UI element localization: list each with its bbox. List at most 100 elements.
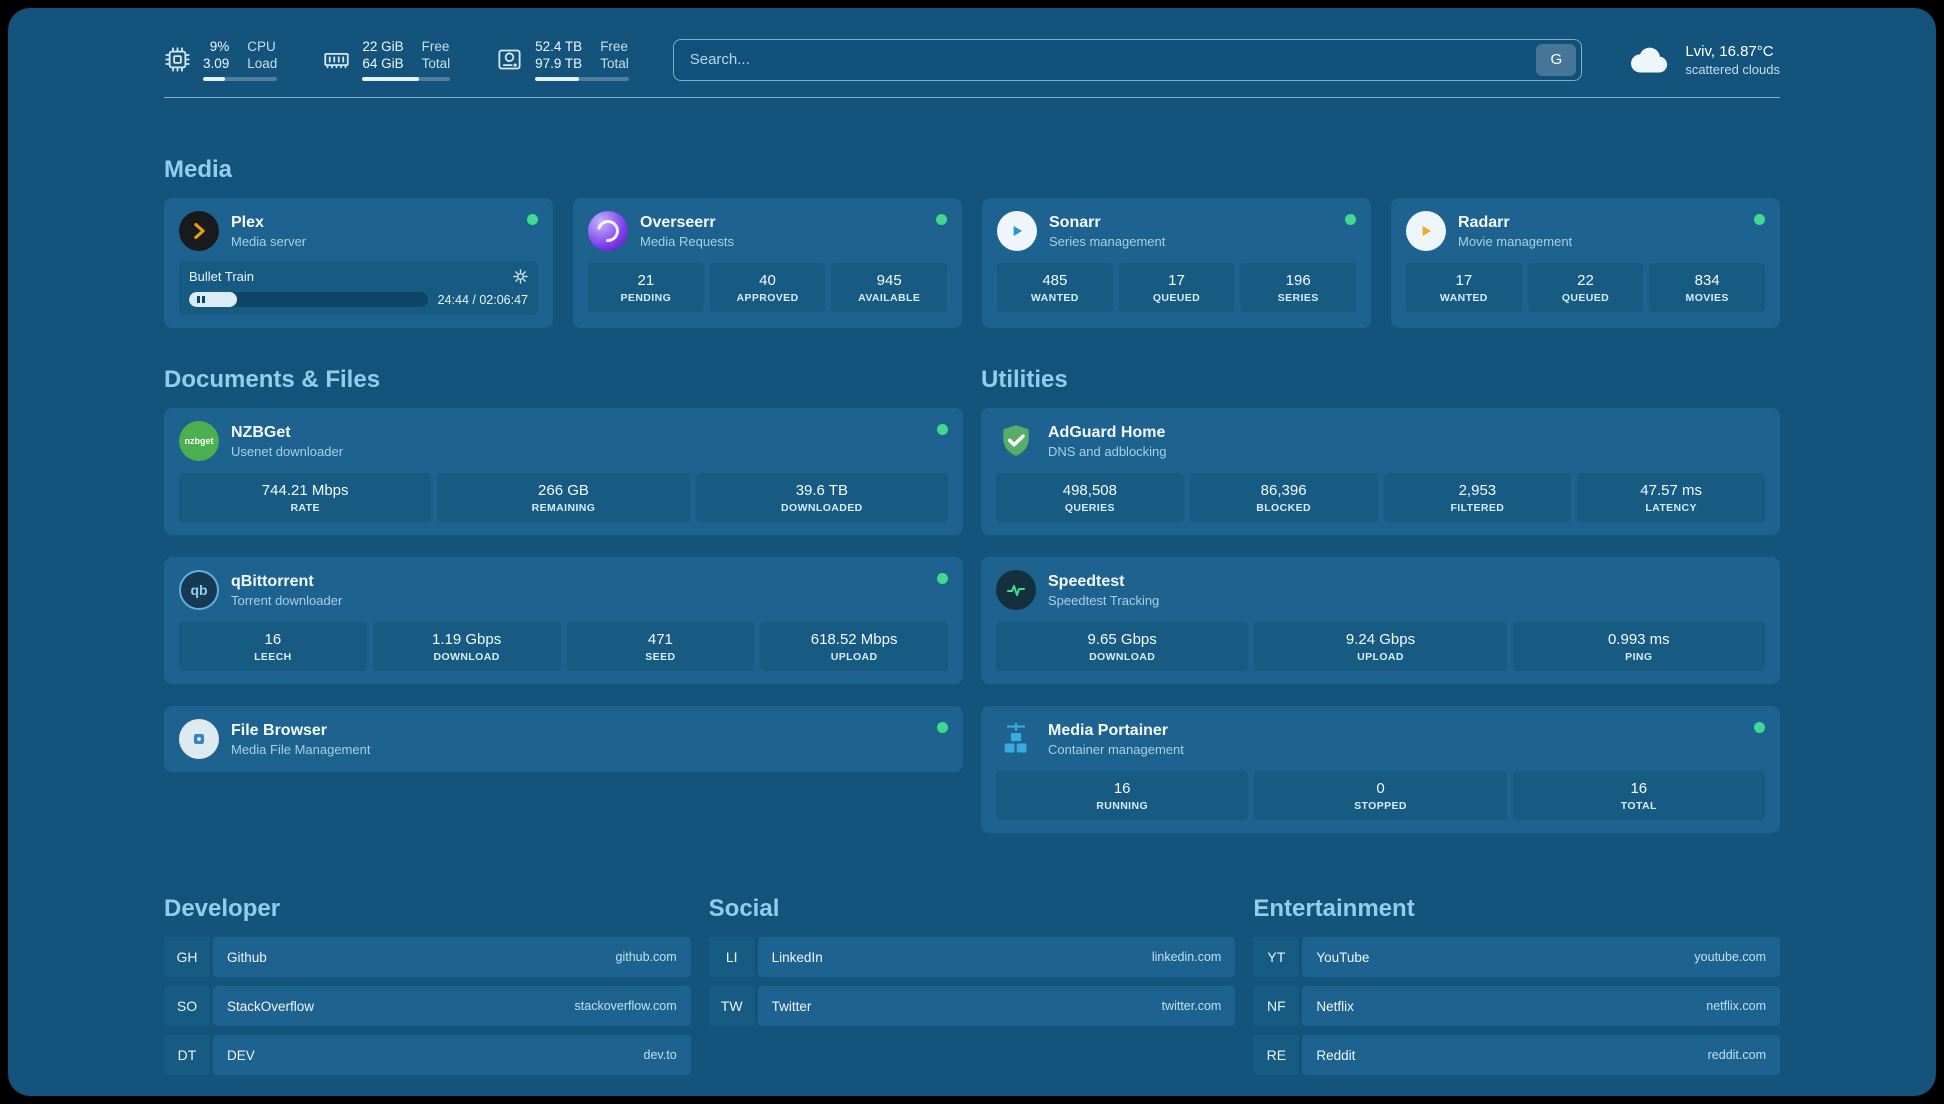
bookmark-abbr: YT — [1253, 937, 1300, 977]
status-dot — [937, 722, 948, 733]
service-title: File Browser — [231, 721, 328, 739]
weather-condition: scattered clouds — [1685, 61, 1780, 77]
service-title: Overseerr — [640, 213, 716, 231]
topbar: 9% 3.09 CPU Load — [164, 8, 1780, 81]
bookmark-url: stackoverflow.com — [574, 999, 677, 1013]
bookmark-reddit[interactable]: RE Reddit reddit.com — [1253, 1035, 1780, 1075]
stat-box: 471 SEED — [566, 622, 755, 671]
bookmark-stackoverflow[interactable]: SO StackOverflow stackoverflow.com — [164, 986, 691, 1026]
stat-box: 2,953 FILTERED — [1383, 473, 1572, 522]
bookmark-name: YouTube — [1316, 949, 1370, 965]
stat-box: 40 APPROVED — [709, 263, 826, 312]
bookmark-url: youtube.com — [1694, 950, 1766, 964]
resource-widgets: 9% 3.09 CPU Load — [164, 38, 629, 81]
service-card-speedtest[interactable]: Speedtest Speedtest Tracking 9.65 Gbps DO… — [981, 557, 1780, 684]
stat-box: 16 TOTAL — [1512, 771, 1765, 820]
service-card-filebrowser[interactable]: File Browser Media File Management — [164, 706, 963, 772]
bookmark-youtube[interactable]: YT YouTube youtube.com — [1253, 937, 1780, 977]
service-subtitle: Media Requests — [640, 233, 734, 249]
stat-box: 196 SERIES — [1240, 263, 1357, 312]
service-card-qbittorrent[interactable]: qb qBittorrent Torrent downloader 16 LEEC… — [164, 557, 963, 684]
bookmark-name: Twitter — [771, 998, 812, 1014]
service-title: NZBGet — [231, 423, 291, 441]
service-title: AdGuard Home — [1048, 423, 1166, 441]
service-card-portainer[interactable]: Media Portainer Container management 16 R… — [981, 706, 1780, 833]
pause-icon[interactable] — [197, 296, 205, 303]
bookmark-github[interactable]: GH Github github.com — [164, 937, 691, 977]
now-playing-title: Bullet Train — [189, 269, 255, 284]
section-title-documents: Documents & Files — [164, 366, 381, 393]
portainer-icon — [996, 719, 1036, 759]
search-engine-button[interactable]: G — [1536, 43, 1577, 76]
memory-total-value: 64 GiB — [362, 56, 404, 71]
bookmark-abbr: GH — [164, 937, 210, 977]
bookmark-url: reddit.com — [1707, 1048, 1766, 1062]
plex-icon — [179, 211, 219, 251]
bookmark-abbr: TW — [708, 986, 755, 1026]
section-title-social: Social — [708, 895, 780, 922]
bookmark-name: DEV — [227, 1047, 255, 1063]
bookmark-netflix[interactable]: NF Netflix netflix.com — [1253, 986, 1780, 1026]
stat-box: 39.6 TB DOWNLOADED — [695, 473, 948, 522]
bookmark-abbr: DT — [164, 1035, 210, 1075]
bookmark-url: twitter.com — [1161, 999, 1222, 1013]
bookmark-url: github.com — [615, 950, 677, 964]
overseerr-icon — [588, 211, 628, 251]
service-title: qBittorrent — [231, 572, 314, 590]
service-card-adguard[interactable]: AdGuard Home DNS and adblocking 498,508 Q… — [981, 408, 1780, 535]
section-title-media: Media — [164, 156, 233, 183]
stat-box: 17 WANTED — [1406, 263, 1522, 312]
bookmark-url: linkedin.com — [1151, 950, 1222, 964]
cpu-widget: 9% 3.09 CPU Load — [164, 38, 278, 81]
stat-box: 744.21 Mbps RATE — [179, 473, 432, 522]
stat-box: 17 QUEUED — [1118, 263, 1235, 312]
stat-box: 22 QUEUED — [1527, 263, 1644, 312]
memory-total-label: Total — [421, 56, 451, 71]
service-subtitle: Media File Management — [231, 741, 371, 757]
cpu-load-value: 3.09 — [203, 56, 230, 71]
stat-box: 945 AVAILABLE — [831, 263, 948, 312]
disk-free-value: 52.4 TB — [535, 39, 583, 54]
status-dot — [527, 214, 538, 225]
bookmark-name: Netflix — [1316, 998, 1354, 1014]
service-card-overseerr[interactable]: Overseerr Media Requests 21 PENDING 40 APP… — [573, 198, 962, 328]
stat-box: 86,396 BLOCKED — [1189, 473, 1378, 522]
cpu-value: 9% — [209, 39, 230, 54]
cpu-label: CPU — [247, 39, 276, 54]
service-card-sonarr[interactable]: Sonarr Series management 485 WANTED 17 QUE… — [982, 198, 1371, 328]
service-title: Media Portainer — [1048, 721, 1169, 739]
service-card-radarr[interactable]: Radarr Movie management 17 WANTED 22 QUEUE… — [1391, 198, 1780, 328]
cloud-icon — [1631, 47, 1668, 72]
service-subtitle: DNS and adblocking — [1048, 443, 1167, 459]
bookmark-dev[interactable]: DT DEV dev.to — [164, 1035, 691, 1075]
status-dot — [936, 214, 947, 225]
weather-location: Lviv, 16.87°C — [1685, 42, 1774, 60]
stat-box: 1.19 Gbps DOWNLOAD — [372, 622, 561, 671]
memory-free-value: 22 GiB — [362, 39, 404, 54]
section-title-developer: Developer — [164, 895, 281, 922]
memory-progress-bar — [362, 77, 451, 81]
status-dot — [937, 424, 948, 435]
bookmark-name: LinkedIn — [771, 949, 823, 965]
bookmark-abbr: NF — [1253, 986, 1300, 1026]
weather-widget[interactable]: Lviv, 16.87°C scattered clouds — [1626, 43, 1780, 77]
service-card-nzbget[interactable]: nzbget NZBGet Usenet downloader 744.21 M… — [164, 408, 963, 535]
playback-progress-bar — [189, 292, 428, 307]
stat-box: 485 WANTED — [997, 263, 1113, 312]
service-subtitle: Torrent downloader — [231, 592, 343, 608]
stat-box: 618.52 Mbps UPLOAD — [760, 622, 948, 671]
service-subtitle: Container management — [1048, 741, 1184, 757]
service-card-plex[interactable]: Plex Media server Bullet Train — [164, 198, 553, 328]
settings-gear-icon[interactable] — [513, 269, 528, 284]
filebrowser-icon — [179, 719, 219, 759]
status-dot — [1754, 214, 1765, 225]
service-title: Radarr — [1458, 213, 1510, 231]
stat-box: 16 LEECH — [179, 622, 367, 671]
bookmark-abbr: RE — [1253, 1035, 1300, 1075]
search-input[interactable] — [673, 39, 1537, 80]
bookmark-linkedin[interactable]: LI LinkedIn linkedin.com — [708, 937, 1236, 977]
service-title: Sonarr — [1049, 213, 1101, 231]
bookmark-twitter[interactable]: TW Twitter twitter.com — [708, 986, 1236, 1026]
bookmark-url: dev.to — [643, 1048, 677, 1062]
dashboard: 9% 3.09 CPU Load — [8, 8, 1936, 1096]
